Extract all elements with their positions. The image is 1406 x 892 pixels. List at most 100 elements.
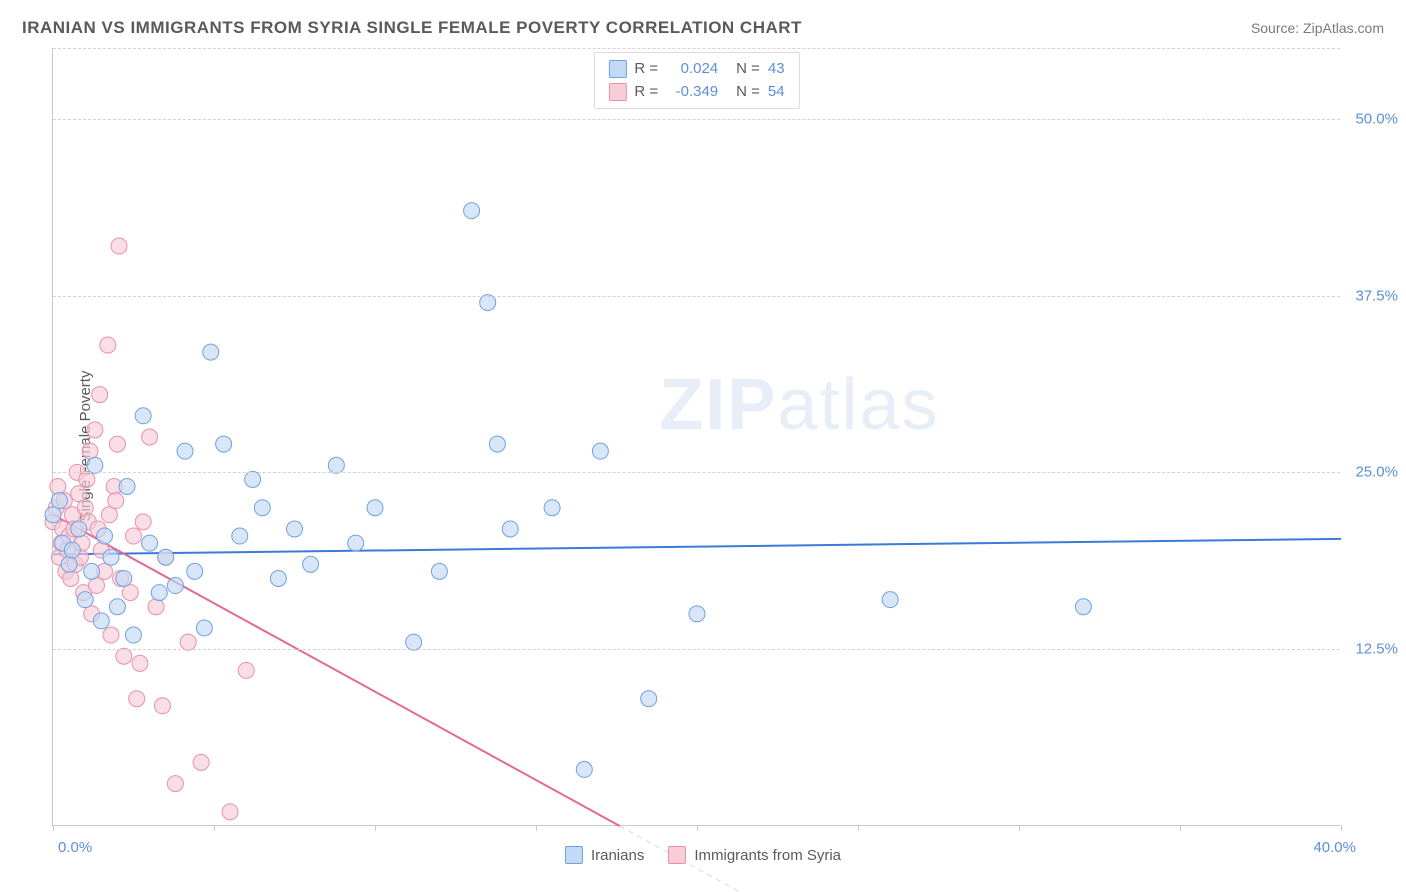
- data-point: [79, 471, 95, 487]
- data-point: [187, 563, 203, 579]
- gridline-h: [53, 48, 1340, 49]
- legend-n-value: 43: [768, 58, 785, 81]
- gridline-h: [53, 296, 1340, 297]
- data-point: [180, 634, 196, 650]
- data-point: [245, 471, 261, 487]
- legend-correlation: R = 0.024 N = 43 R = -0.349 N = 54: [593, 52, 799, 109]
- data-point: [109, 599, 125, 615]
- data-point: [88, 578, 104, 594]
- data-point: [406, 634, 422, 650]
- data-point: [193, 754, 209, 770]
- data-point: [116, 648, 132, 664]
- data-point: [119, 479, 135, 495]
- data-point: [100, 337, 116, 353]
- legend-r-value: -0.349: [666, 81, 718, 104]
- gridline-h: [53, 119, 1340, 120]
- data-point: [82, 443, 98, 459]
- data-point: [641, 691, 657, 707]
- legend-series-item-0: Iranians: [565, 846, 644, 864]
- data-point: [129, 691, 145, 707]
- data-point: [348, 535, 364, 551]
- data-point: [103, 627, 119, 643]
- data-point: [108, 493, 124, 509]
- data-point: [142, 429, 158, 445]
- gridline-h: [53, 649, 1340, 650]
- data-point: [502, 521, 518, 537]
- data-point: [61, 556, 77, 572]
- x-tick-max: 40.0%: [1313, 839, 1356, 856]
- data-point: [167, 776, 183, 792]
- legend-n-value: 54: [768, 81, 785, 104]
- data-point: [135, 408, 151, 424]
- data-point: [232, 528, 248, 544]
- x-tick: [536, 825, 537, 831]
- data-point: [177, 443, 193, 459]
- swatch-blue-icon: [565, 846, 583, 864]
- data-point: [167, 578, 183, 594]
- data-point: [480, 295, 496, 311]
- legend-r-label: R =: [634, 58, 658, 81]
- data-point: [203, 344, 219, 360]
- data-point: [71, 521, 87, 537]
- data-point: [109, 436, 125, 452]
- data-point: [238, 662, 254, 678]
- x-tick: [1019, 825, 1020, 831]
- data-point: [87, 422, 103, 438]
- data-point: [196, 620, 212, 636]
- source-label: Source: ZipAtlas.com: [1251, 20, 1384, 36]
- data-point: [77, 500, 93, 516]
- data-point: [367, 500, 383, 516]
- y-tick-label: 25.0%: [1355, 464, 1398, 481]
- scatter-svg: [53, 48, 1340, 825]
- swatch-pink-icon: [608, 83, 626, 101]
- data-point: [97, 528, 113, 544]
- data-point: [1075, 599, 1091, 615]
- x-tick: [697, 825, 698, 831]
- data-point: [64, 542, 80, 558]
- data-point: [270, 570, 286, 586]
- x-tick: [1341, 825, 1342, 831]
- swatch-pink-icon: [668, 846, 686, 864]
- data-point: [303, 556, 319, 572]
- data-point: [489, 436, 505, 452]
- data-point: [111, 238, 127, 254]
- data-point: [431, 563, 447, 579]
- data-point: [77, 592, 93, 608]
- data-point: [154, 698, 170, 714]
- data-point: [328, 457, 344, 473]
- data-point: [45, 507, 61, 523]
- x-tick-min: 0.0%: [58, 839, 92, 856]
- data-point: [216, 436, 232, 452]
- gridline-h: [53, 472, 1340, 473]
- data-point: [148, 599, 164, 615]
- data-point: [126, 528, 142, 544]
- data-point: [63, 570, 79, 586]
- data-point: [222, 804, 238, 820]
- y-tick-label: 50.0%: [1355, 110, 1398, 127]
- data-point: [254, 500, 270, 516]
- chart-title: IRANIAN VS IMMIGRANTS FROM SYRIA SINGLE …: [22, 18, 802, 38]
- legend-series-label: Iranians: [591, 847, 644, 864]
- data-point: [84, 563, 100, 579]
- data-point: [576, 761, 592, 777]
- chart-plot-area: ZIPatlas R = 0.024 N = 43 R = -0.349 N =…: [52, 48, 1340, 826]
- x-tick: [858, 825, 859, 831]
- data-point: [50, 479, 66, 495]
- data-point: [132, 655, 148, 671]
- legend-r-value: 0.024: [666, 58, 718, 81]
- data-point: [93, 613, 109, 629]
- x-tick: [214, 825, 215, 831]
- legend-series-label: Immigrants from Syria: [694, 847, 841, 864]
- data-point: [464, 203, 480, 219]
- data-point: [122, 585, 138, 601]
- data-point: [882, 592, 898, 608]
- legend-series: Iranians Immigrants from Syria: [565, 846, 841, 864]
- data-point: [51, 493, 67, 509]
- data-point: [87, 457, 103, 473]
- data-point: [92, 387, 108, 403]
- data-point: [689, 606, 705, 622]
- swatch-blue-icon: [608, 60, 626, 78]
- legend-corr-row-0: R = 0.024 N = 43: [608, 58, 784, 81]
- data-point: [544, 500, 560, 516]
- x-tick: [1180, 825, 1181, 831]
